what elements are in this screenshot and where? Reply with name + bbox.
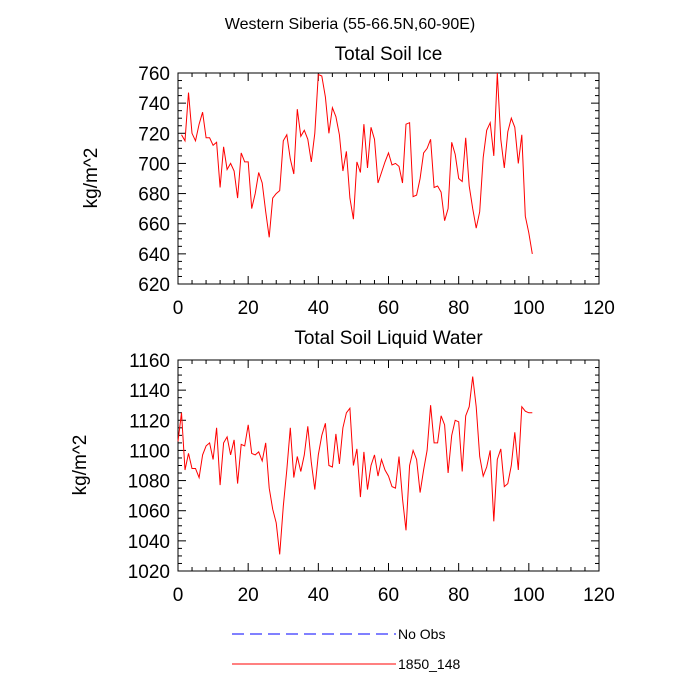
x-tick-label: 40 xyxy=(308,585,329,606)
x-tick-label: 100 xyxy=(513,585,545,606)
y-tick-label: 1020 xyxy=(128,562,170,583)
y-tick-label: 660 xyxy=(138,215,170,236)
y-tick-label: 1100 xyxy=(129,441,170,462)
panel-total-soil-ice: 0 20 40 60 80 100 120 620 640 660 680 700 720 740 760 T… xyxy=(81,44,615,319)
y-axis-label-total-soil-liquid-water: kg/m^2 xyxy=(70,435,91,496)
y-tick-label: 1140 xyxy=(129,381,170,402)
legend-label-1850-148: 1850_148 xyxy=(398,656,461,672)
x-tick-label: 40 xyxy=(308,298,329,319)
y-tick-label: 760 xyxy=(138,64,170,85)
y-tick-label: 1120 xyxy=(129,411,170,432)
x-tick-label: 120 xyxy=(583,298,615,319)
legend: No Obs 1850_148 xyxy=(232,626,461,672)
series-line-total-soil-liquid-water xyxy=(177,376,533,555)
x-tick-label: 120 xyxy=(583,585,615,606)
panel-title-total-soil-ice: Total Soil Ice xyxy=(335,44,443,65)
x-tick-label: 60 xyxy=(378,585,399,606)
y-tick-label: 700 xyxy=(138,154,170,175)
x-tick-label: 100 xyxy=(513,298,545,319)
x-tick-label: 80 xyxy=(448,585,469,606)
y-tick-label: 620 xyxy=(138,275,170,296)
y-tick-label: 720 xyxy=(138,124,170,145)
y-axis-label-total-soil-ice: kg/m^2 xyxy=(81,148,102,209)
plot-frame-total-soil-ice xyxy=(177,72,600,285)
y-tick-label: 1080 xyxy=(128,472,170,493)
legend-label-no-obs: No Obs xyxy=(398,626,445,642)
y-tick-label: 1160 xyxy=(129,351,170,372)
x-tick-label: 0 xyxy=(173,585,184,606)
panel-title-total-soil-liquid-water: Total Soil Liquid Water xyxy=(294,328,483,349)
x-tick-label: 0 xyxy=(173,298,184,319)
y-tick-label: 740 xyxy=(138,94,170,115)
x-tick-label: 20 xyxy=(238,585,259,606)
y-tick-label: 1060 xyxy=(128,502,170,523)
x-tick-label: 20 xyxy=(238,298,259,319)
y-tick-label: 680 xyxy=(138,185,170,206)
figure-title: Western Siberia (55-66.5N,60-90E) xyxy=(225,16,476,33)
x-tick-label: 60 xyxy=(378,298,399,319)
y-tick-label: 1040 xyxy=(128,532,170,553)
series-line-total-soil-ice xyxy=(181,72,533,254)
panel-total-soil-liquid-water: 0 20 40 60 80 100 120 1020 1040 1060 1080 1100 1120 1… xyxy=(70,328,615,606)
x-tick-label: 80 xyxy=(448,298,469,319)
plot-frame-total-soil-liquid-water xyxy=(177,359,600,572)
y-tick-label: 640 xyxy=(138,245,170,266)
